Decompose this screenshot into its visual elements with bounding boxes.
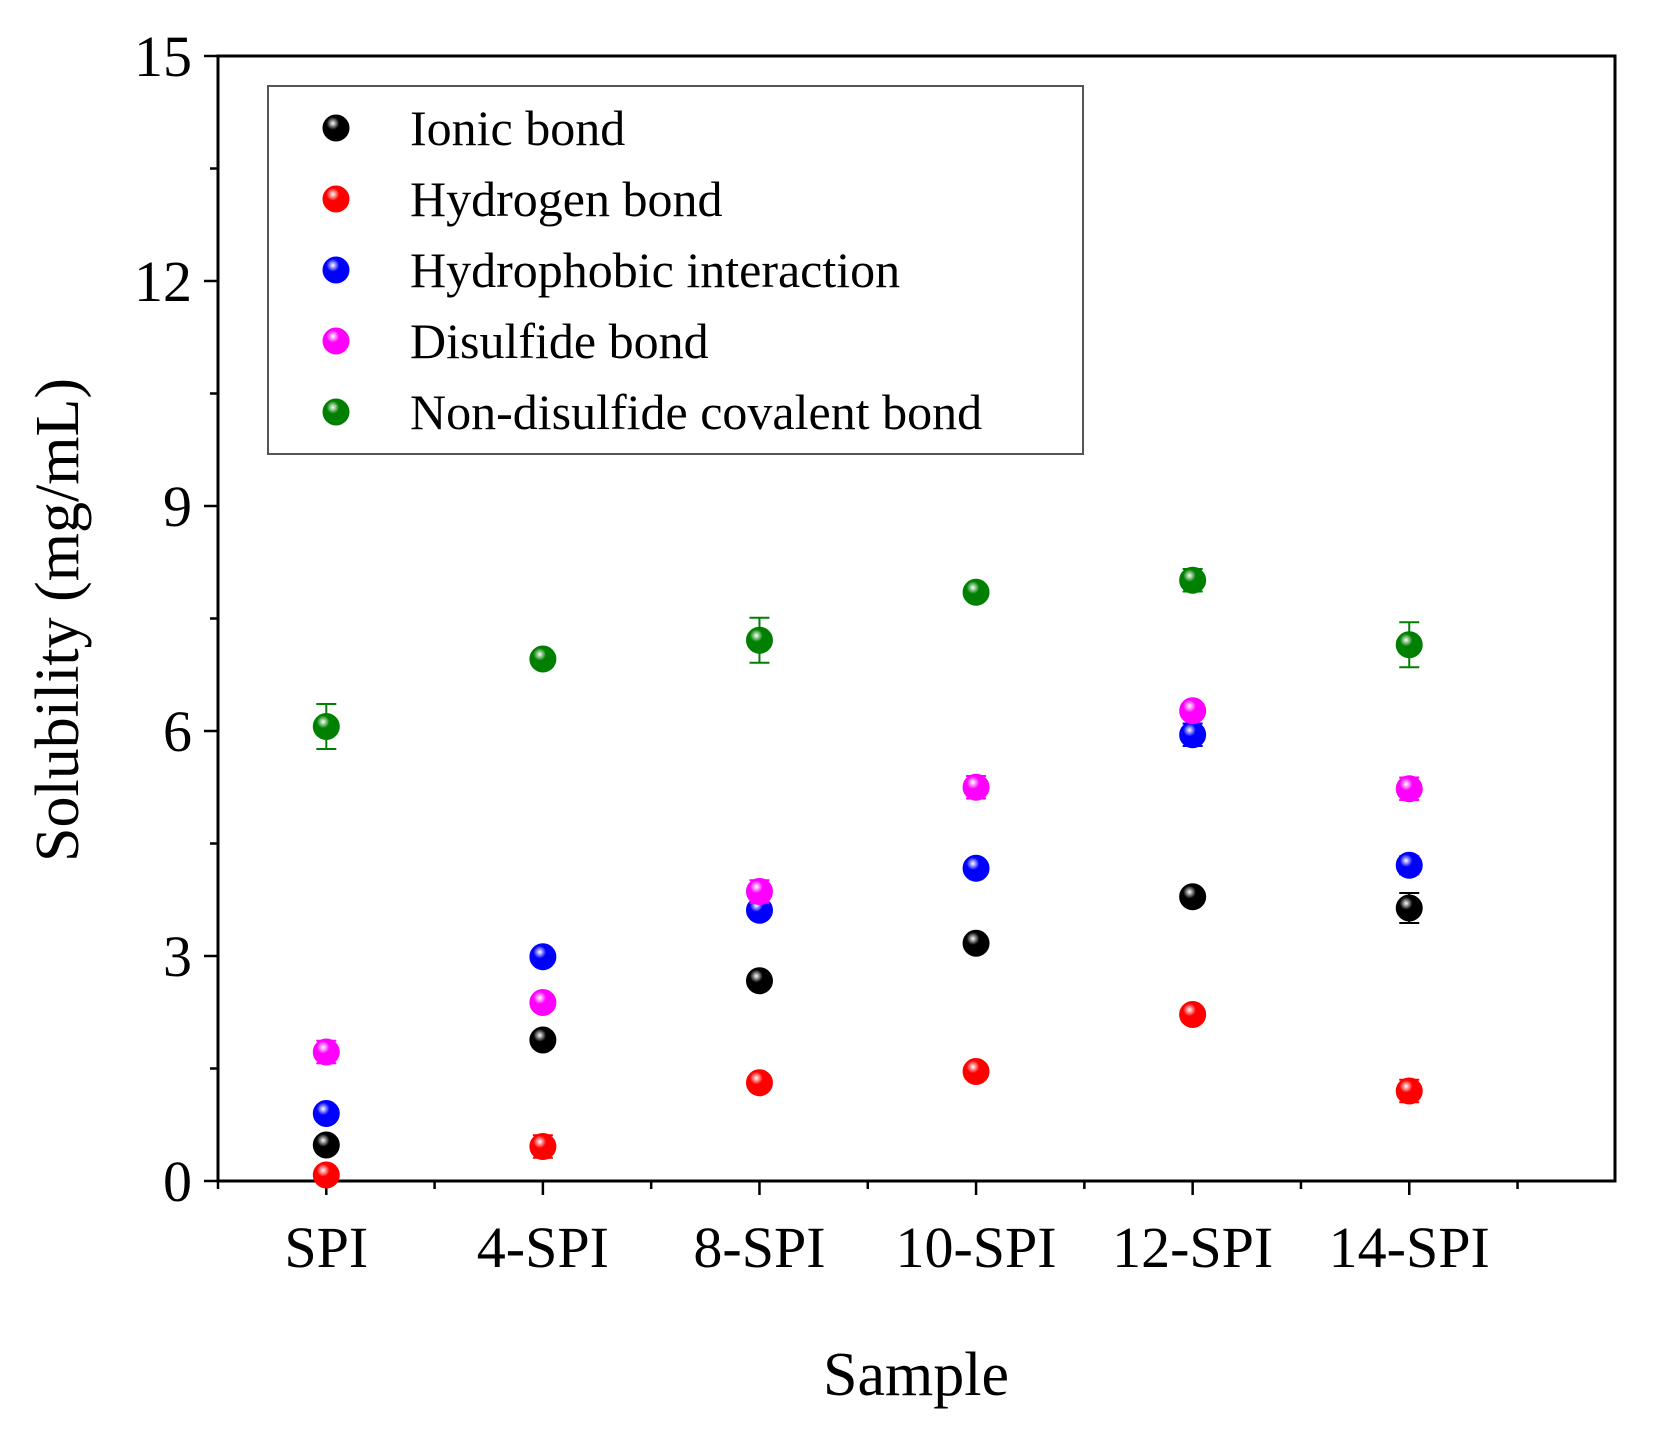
legend-marker <box>322 327 350 355</box>
data-point <box>1179 883 1207 911</box>
data-point <box>312 1131 340 1159</box>
series-ionic-bond <box>312 883 1423 1159</box>
data-point <box>1395 1077 1423 1105</box>
legend-label: Non-disulfide covalent bond <box>410 384 982 440</box>
data-points <box>312 566 1423 1189</box>
series-hydrophobic-interaction <box>312 721 1423 1127</box>
x-tick-label: SPI <box>284 1215 368 1280</box>
data-point <box>312 1038 340 1066</box>
legend-marker <box>322 256 350 284</box>
series-hydrogen-bond <box>312 1001 1423 1189</box>
data-point <box>1179 721 1207 749</box>
legend-label: Ionic bond <box>410 100 625 156</box>
data-point <box>962 854 990 882</box>
x-axis-ticks: SPI 4-SPI 8-SPI 10-SPI 12-SPI 14-SPI <box>216 1181 1519 1280</box>
legend: Ionic bond Hydrogen bond Hydrophobic inter… <box>267 85 1084 455</box>
y-tick-label: 6 <box>163 699 192 764</box>
data-point <box>962 578 990 606</box>
x-axis-title: Sample <box>823 1341 1009 1409</box>
data-point <box>1395 775 1423 803</box>
legend-marker <box>322 114 350 142</box>
data-point <box>745 967 773 995</box>
legend-label: Hydrogen bond <box>410 171 722 227</box>
data-point <box>529 943 557 971</box>
series-non-disulfide-covalent-bond <box>312 566 1423 750</box>
data-point <box>1179 1001 1207 1028</box>
data-point <box>312 1100 340 1127</box>
legend-marker <box>322 185 350 213</box>
data-point <box>312 713 340 740</box>
data-point <box>529 1133 557 1160</box>
x-tick-label: 14-SPI <box>1329 1215 1490 1280</box>
data-point <box>745 626 773 654</box>
data-point <box>1179 566 1207 594</box>
data-point <box>962 773 990 801</box>
y-tick-label: 0 <box>163 1149 192 1214</box>
series-disulfide-bond <box>312 697 1423 1066</box>
legend-label: Hydrophobic interaction <box>410 242 900 298</box>
data-point <box>962 929 990 957</box>
x-tick-label: 4-SPI <box>477 1215 609 1280</box>
y-axis-ticks: 0 3 6 9 12 15 <box>134 24 218 1214</box>
y-tick-label: 9 <box>163 474 192 539</box>
data-point <box>529 1026 557 1054</box>
legend-label: Disulfide bond <box>410 313 709 369</box>
data-point <box>529 989 557 1016</box>
y-tick-label: 15 <box>134 24 192 89</box>
data-point <box>745 1069 773 1097</box>
y-tick-label: 3 <box>163 924 192 989</box>
data-point <box>1395 894 1423 922</box>
data-point <box>745 878 773 905</box>
data-point <box>1179 697 1207 725</box>
legend-marker <box>322 398 350 426</box>
y-tick-label: 12 <box>134 249 192 314</box>
data-point <box>1395 851 1423 879</box>
data-point <box>312 1161 340 1189</box>
y-axis-title: Solubility (mg/mL) <box>24 378 92 862</box>
data-point <box>962 1058 990 1085</box>
legend-box <box>267 85 1084 455</box>
x-tick-label: 10-SPI <box>895 1215 1056 1280</box>
data-point <box>1395 631 1423 659</box>
data-point <box>529 645 557 673</box>
x-tick-label: 12-SPI <box>1112 1215 1273 1280</box>
x-tick-label: 8-SPI <box>693 1215 825 1280</box>
